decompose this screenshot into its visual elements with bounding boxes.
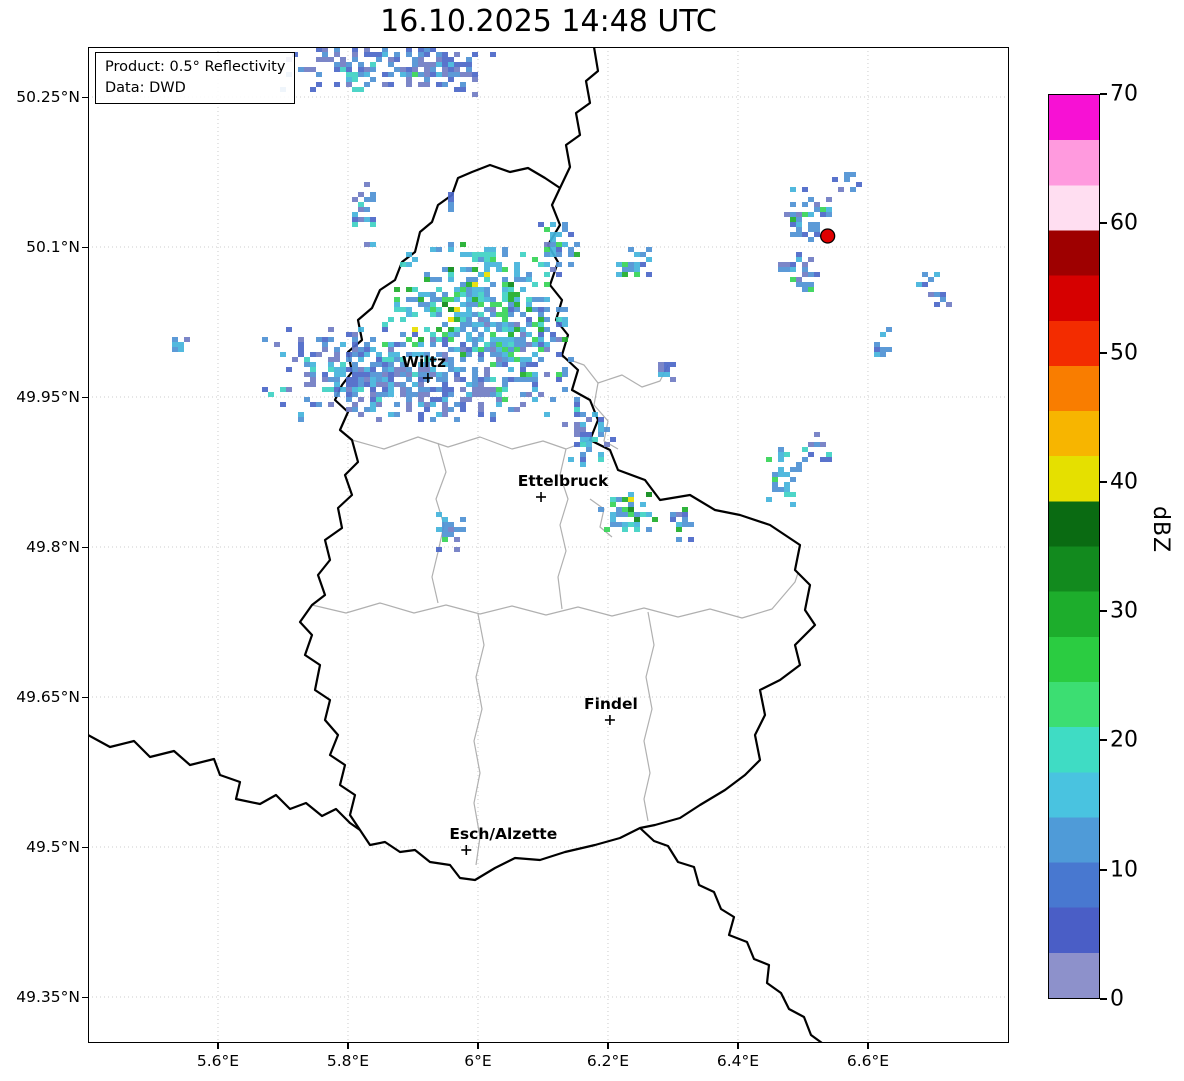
map-plot-area: Wiltz Ettelbruck Findel Esch/Alzette: [88, 47, 1009, 1043]
lat-tick-mark: [82, 396, 88, 398]
lon-tick-mark: [737, 1043, 739, 1049]
colorbar-tick-label: 70: [1110, 81, 1138, 107]
lon-tick-label: 6.2°E: [586, 1052, 630, 1070]
lon-tick-label: 5.6°E: [196, 1052, 240, 1070]
lon-tick-label: 6.4°E: [716, 1052, 760, 1070]
city-label: Esch/Alzette: [449, 825, 557, 843]
lon-tick-mark: [477, 1043, 479, 1049]
legend-box: Product: 0.5° Reflectivity Data: DWD: [95, 52, 296, 105]
map-canvas: Wiltz Ettelbruck Findel Esch/Alzette: [88, 47, 1009, 1043]
city-marker: [422, 373, 433, 383]
luxembourg-border: [298, 163, 817, 882]
lat-tick-label: 50.25°N: [16, 88, 80, 106]
colorbar: [1048, 94, 1100, 999]
colorbar-tick-label: 0: [1110, 986, 1124, 1012]
lat-tick-mark: [82, 546, 88, 548]
lon-tick-label: 5.8°E: [326, 1052, 370, 1070]
lat-tick-label: 49.35°N: [16, 988, 80, 1006]
city-marker: [461, 845, 472, 855]
city-label: Wiltz: [402, 353, 446, 371]
colorbar-tick-mark: [1100, 351, 1107, 354]
colorbar-tick-mark: [1100, 610, 1107, 613]
radar-echoes-layer: [172, 47, 952, 552]
colorbar-tick-label: 60: [1110, 210, 1138, 236]
lon-tick-label: 6.6°E: [846, 1052, 890, 1070]
lat-tick-mark: [82, 696, 88, 698]
lon-tick-mark: [867, 1043, 869, 1049]
radar-site-marker: [820, 228, 836, 244]
colorbar-tick-label: 10: [1110, 857, 1138, 883]
colorbar-tick-mark: [1100, 222, 1107, 225]
colorbar-tick-mark: [1100, 93, 1107, 95]
colorbar-tick-mark: [1100, 480, 1107, 483]
city-label: Findel: [584, 695, 638, 713]
lat-tick-label: 49.95°N: [16, 388, 80, 406]
legend-product-line: Product: 0.5° Reflectivity: [105, 59, 286, 75]
lon-tick-mark: [347, 1043, 349, 1049]
city-label: Ettelbruck: [518, 472, 609, 490]
lon-tick-mark: [607, 1043, 609, 1049]
lon-tick-label: 6°E: [464, 1052, 492, 1070]
country-borders: [88, 47, 823, 1043]
city-marker: [604, 715, 615, 725]
colorbar-tick-label: 30: [1110, 598, 1138, 624]
legend-data-line: Data: DWD: [105, 80, 186, 97]
city-layer: Wiltz Ettelbruck Findel Esch/Alzette: [402, 353, 638, 855]
lon-tick-mark: [217, 1043, 219, 1049]
lat-tick-label: 49.8°N: [26, 538, 80, 556]
lat-tick-mark: [82, 96, 88, 98]
lat-tick-mark: [82, 846, 88, 848]
lat-tick-label: 49.5°N: [26, 838, 80, 856]
colorbar-tick-mark: [1100, 739, 1107, 742]
figure-title: 16.10.2025 14:48 UTC: [380, 4, 717, 39]
colorbar-axis-label: dBZ: [1148, 506, 1173, 554]
colorbar-tick-mark: [1100, 998, 1107, 1000]
lat-tick-label: 50.1°N: [26, 238, 80, 256]
colorbar-tick-label: 50: [1110, 340, 1138, 366]
city-marker: [536, 492, 547, 502]
colorbar-tick-label: 40: [1110, 469, 1138, 495]
colorbar-tick-mark: [1100, 868, 1107, 871]
lat-tick-mark: [82, 996, 88, 998]
lat-tick-mark: [82, 246, 88, 248]
colorbar-tick-label: 20: [1110, 727, 1138, 753]
lat-tick-label: 49.65°N: [16, 688, 80, 706]
